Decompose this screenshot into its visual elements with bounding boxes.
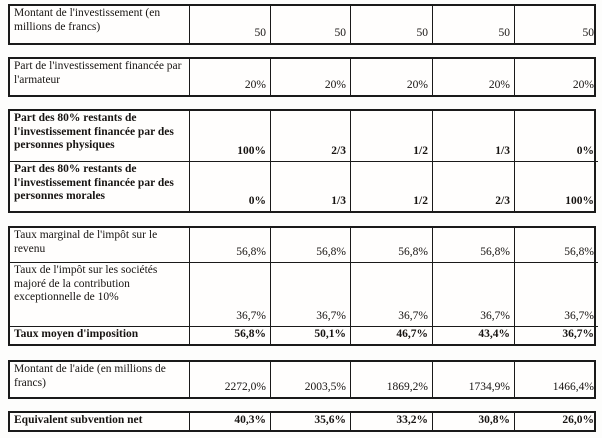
row-label: Taux marginal de l'impôt sur le revenu bbox=[14, 229, 158, 255]
row-label: Part des 80% restants de l'investissemen… bbox=[14, 112, 174, 152]
value-cell: 36,7% bbox=[514, 262, 598, 326]
value-cell: 56,8% bbox=[350, 228, 432, 262]
row-label: Montant de l'aide (en millions de francs… bbox=[14, 363, 166, 389]
value-cell: 43,4% bbox=[432, 326, 514, 344]
value-cell: 50 bbox=[270, 6, 350, 43]
value-cell: 50 bbox=[514, 6, 598, 43]
value-cell: 0% bbox=[189, 161, 270, 211]
value-cell: 1/2 bbox=[350, 111, 432, 161]
block-part-armateur: Part de l'investissement financée par l'… bbox=[8, 57, 596, 97]
value-cell: 100% bbox=[189, 111, 270, 161]
value-cell: 50,1% bbox=[270, 326, 350, 344]
value-cell: 33,2% bbox=[350, 413, 432, 430]
value-cell: 1869,2% bbox=[350, 362, 432, 397]
row-label: Taux moyen d'imposition bbox=[10, 326, 189, 344]
value-cell: 1/2 bbox=[350, 161, 432, 211]
value-cell: 56,8% bbox=[189, 228, 270, 262]
value-cell: 100% bbox=[514, 161, 598, 211]
value-cell: 56,8% bbox=[189, 326, 270, 344]
value-cell: 36,7% bbox=[514, 326, 598, 344]
value-cell: 20% bbox=[350, 59, 432, 95]
value-cell: 2272,0% bbox=[189, 362, 270, 397]
value-cell: 0% bbox=[514, 111, 598, 161]
block-montant-aide: Montant de l'aide (en millions de francs… bbox=[8, 360, 596, 399]
block-taux-imposition: Taux marginal de l'impôt sur le revenu 5… bbox=[8, 226, 598, 346]
value-cell: 26,0% bbox=[514, 413, 598, 430]
value-cell: 56,8% bbox=[432, 228, 514, 262]
value-cell: 56,8% bbox=[514, 228, 598, 262]
value-cell: 35,6% bbox=[270, 413, 350, 430]
row-label: Part de l'investissement financée par l'… bbox=[14, 60, 182, 86]
value-cell: 2/3 bbox=[270, 111, 350, 161]
value-cell: 50 bbox=[350, 6, 432, 43]
value-cell: 36,7% bbox=[270, 262, 350, 326]
value-cell: 40,3% bbox=[189, 413, 270, 430]
value-cell: 30,8% bbox=[432, 413, 514, 430]
value-cell: 36,7% bbox=[350, 262, 432, 326]
block-equivalent-subvention: Equivalent subvention net 40,3% 35,6% 33… bbox=[8, 411, 596, 432]
value-cell: 2/3 bbox=[432, 161, 514, 211]
value-cell: 56,8% bbox=[270, 228, 350, 262]
value-cell: 20% bbox=[432, 59, 514, 95]
row-label: Part des 80% restants de l'investissemen… bbox=[10, 161, 189, 211]
value-cell: 36,7% bbox=[432, 262, 514, 326]
value-cell: 46,7% bbox=[350, 326, 432, 344]
row-label: Equivalent subvention net bbox=[14, 414, 143, 426]
value-cell: 2003,5% bbox=[270, 362, 350, 397]
value-cell: 20% bbox=[270, 59, 350, 95]
row-label: Montant de l'investissement (en millions… bbox=[14, 7, 161, 33]
value-cell: 36,7% bbox=[189, 262, 270, 326]
block-montant-investissement: Montant de l'investissement (en millions… bbox=[8, 4, 596, 45]
row-label: Taux de l'impôt sur les sociétés majoré … bbox=[10, 262, 189, 326]
value-cell: 20% bbox=[514, 59, 598, 95]
value-cell: 50 bbox=[432, 6, 514, 43]
value-cell: 1466,4% bbox=[514, 362, 598, 397]
block-part-80-restants: Part des 80% restants de l'investissemen… bbox=[8, 109, 598, 213]
value-cell: 1734,9% bbox=[432, 362, 514, 397]
value-cell: 50 bbox=[189, 6, 270, 43]
value-cell: 1/3 bbox=[432, 111, 514, 161]
value-cell: 20% bbox=[189, 59, 270, 95]
value-cell: 1/3 bbox=[270, 161, 350, 211]
